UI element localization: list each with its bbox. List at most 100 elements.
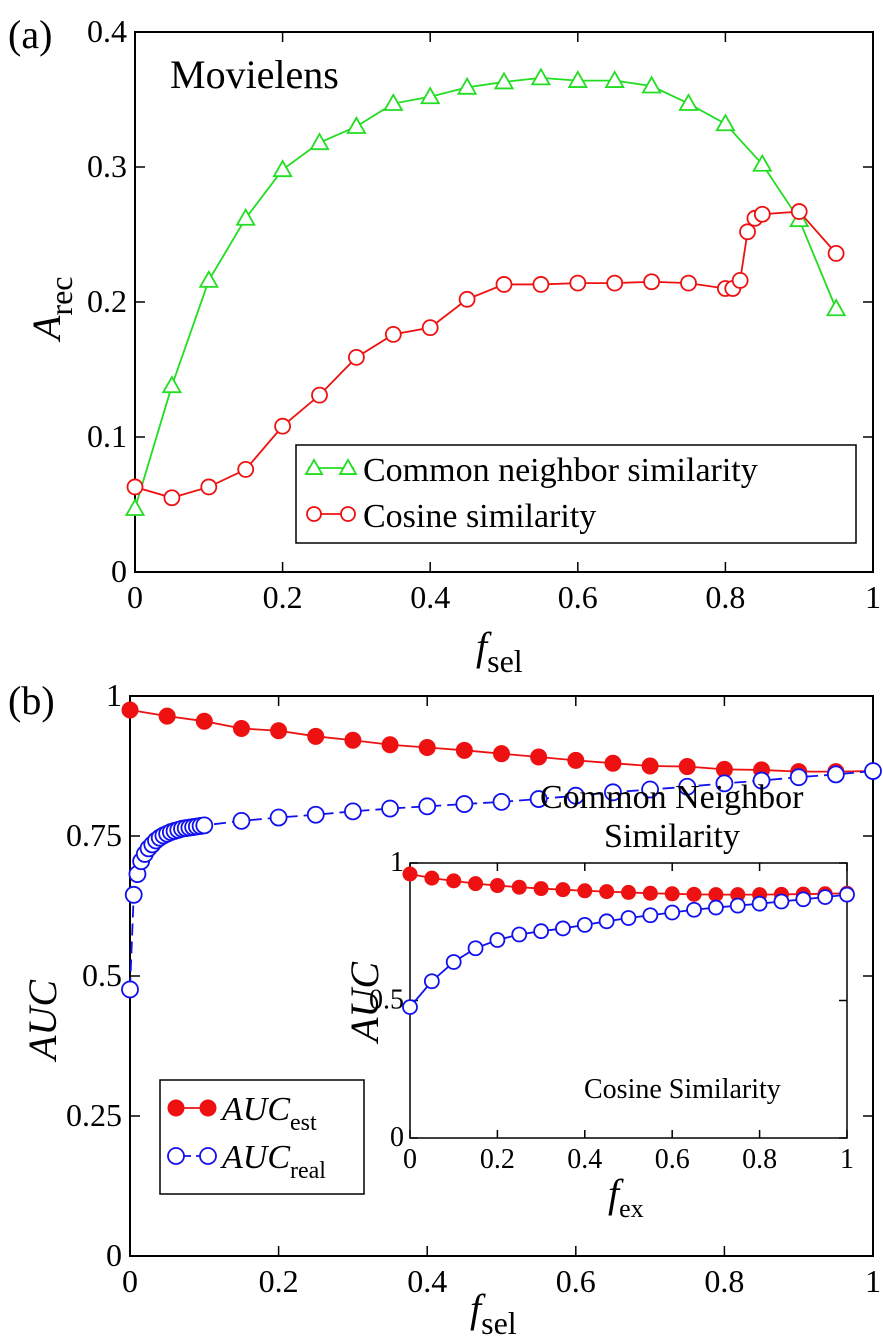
data-point — [306, 805, 325, 824]
data-point — [467, 940, 484, 957]
data-point — [533, 923, 549, 940]
data-point — [198, 269, 219, 288]
data-point — [530, 748, 548, 766]
data-point — [195, 816, 214, 835]
data-point — [232, 811, 251, 830]
series-line — [134, 76, 837, 509]
data-point — [456, 76, 478, 95]
data-point — [686, 901, 702, 918]
data-point — [161, 375, 183, 394]
data-point — [864, 762, 882, 780]
data-point — [232, 719, 250, 737]
data-point — [643, 273, 660, 291]
y-tick-label: 0.5 — [369, 985, 404, 1016]
data-point — [423, 973, 440, 990]
panel-a-title: Movielens — [170, 52, 339, 97]
data-point — [421, 319, 439, 337]
data-point — [347, 348, 365, 366]
panel-b-label: (b) — [8, 678, 55, 723]
y-tick-label: 0 — [106, 1237, 122, 1273]
data-point — [343, 802, 362, 821]
panel-a-legend: Common neighbor similarity Cosine simila… — [295, 444, 857, 544]
data-point — [664, 886, 680, 902]
data-point — [790, 203, 808, 220]
panel-b-annotation-line1: Common Neighbor — [540, 779, 804, 816]
data-point — [124, 885, 143, 904]
data-point — [381, 736, 399, 754]
panel-b-legend-box — [159, 1079, 365, 1195]
x-tick-label: 0.2 — [480, 1144, 515, 1175]
data-point — [569, 274, 587, 292]
x-tick-label: 0.8 — [705, 579, 745, 615]
data-point — [489, 878, 505, 894]
data-point — [493, 71, 515, 90]
y-tick-label: 0 — [390, 1122, 404, 1153]
data-point — [495, 276, 513, 293]
data-point — [641, 757, 659, 775]
data-point — [739, 223, 756, 241]
panel-a-axes: 0 0.2 0.4 0.6 0.8 1 0 0.1 0.2 0.3 0.4 — [87, 13, 881, 615]
x-tick-label: 0.4 — [567, 1144, 602, 1175]
x-tick-label: 1 — [865, 1263, 881, 1299]
data-point — [383, 93, 404, 111]
inset-annotation: Cosine Similarity — [584, 1074, 781, 1105]
data-point — [458, 290, 476, 308]
data-point — [620, 910, 637, 926]
x-tick-label: 0.4 — [410, 579, 450, 615]
panel-b-xlabel: fsel — [470, 1286, 517, 1341]
y-tick-label: 0.1 — [87, 418, 127, 454]
y-tick-label: 0.2 — [87, 283, 127, 319]
data-point — [126, 478, 144, 496]
x-tick-label: 1 — [840, 1144, 854, 1175]
data-point — [468, 876, 484, 892]
data-point — [567, 751, 585, 769]
panel-a-legend-box — [295, 444, 857, 544]
data-point — [606, 274, 624, 292]
panel-a-label: (a) — [8, 12, 52, 57]
data-point — [604, 783, 622, 802]
y-tick-label: 0.75 — [66, 817, 122, 853]
data-point — [664, 904, 681, 921]
inset: 0 0.2 0.4 0.6 0.8 1 0 0.5 1 Cosine Similarity fe… — [342, 847, 855, 1223]
data-point — [384, 325, 402, 343]
data-point — [752, 153, 773, 172]
data-point — [642, 907, 659, 924]
data-point — [642, 885, 658, 901]
data-point — [576, 916, 593, 933]
data-point — [641, 780, 659, 799]
panel-b-legend: AUCest AUCreal — [159, 1079, 365, 1195]
data-point — [272, 159, 293, 178]
legend-auc-real: AUCreal — [220, 1139, 326, 1184]
data-point — [235, 207, 256, 226]
data-point — [795, 891, 812, 908]
data-point — [402, 999, 418, 1015]
data-point — [567, 70, 588, 88]
panel-a: (a) Movielens 0 0.2 0.4 0.6 0.8 1 0 0.1 0.2 0.3 0.… — [8, 12, 881, 679]
data-point — [492, 792, 511, 811]
data-point — [678, 777, 697, 796]
data-point — [599, 884, 615, 900]
data-point — [200, 478, 218, 496]
panel-b-series — [121, 701, 882, 999]
legend-marker — [340, 506, 356, 522]
panel-b-annotation-line2: Similarity — [604, 818, 740, 855]
x-tick-label: 1 — [865, 579, 881, 615]
y-tick-label: 0 — [111, 553, 127, 589]
data-point — [532, 276, 550, 293]
y-tick-label: 0.5 — [82, 957, 122, 993]
data-point — [511, 879, 527, 895]
y-tick-label: 0.25 — [66, 1097, 122, 1133]
data-point — [729, 897, 746, 914]
data-point — [489, 932, 506, 948]
panel-a-ylabel: Arec — [24, 277, 79, 344]
data-point — [678, 758, 696, 776]
data-point — [445, 954, 462, 970]
panel-b: (b) 0 0.2 0.4 0.6 0.8 1 0 0.25 0.5 0.75 1 Common N… — [8, 677, 882, 1341]
x-tick-label: 0 — [127, 579, 143, 615]
legend-marker — [167, 1099, 185, 1117]
data-point — [274, 417, 292, 435]
legend-marker — [306, 506, 322, 522]
data-point — [158, 707, 176, 725]
data-point — [686, 886, 702, 902]
